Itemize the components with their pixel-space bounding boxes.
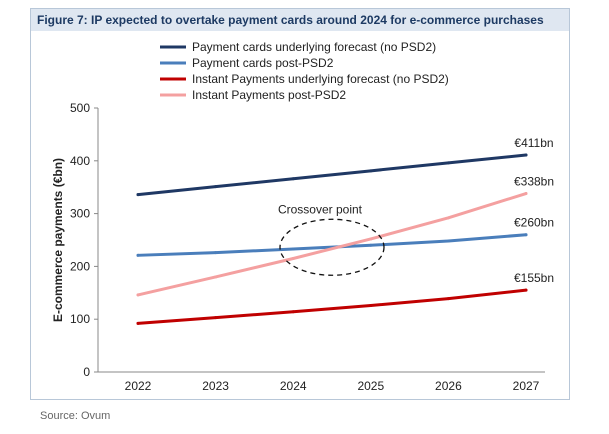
legend-label: Instant Payments underlying forecast (no… (192, 72, 449, 86)
legend-label: Payment cards underlying forecast (no PS… (192, 40, 436, 54)
series-line (136, 233, 528, 257)
figure-panel: Figure 7: IP expected to overtake paymen… (30, 8, 570, 400)
data-point (291, 256, 295, 260)
y-axis-label: E-commerce payments (€bn) (51, 158, 65, 322)
data-point (446, 297, 450, 301)
crossover-label: Crossover point (278, 202, 363, 216)
data-point (136, 321, 140, 325)
crossover-ellipse (279, 218, 385, 276)
y-tick-label: 0 (83, 365, 90, 379)
data-point (369, 237, 373, 241)
y-tick-label: 100 (70, 312, 90, 326)
y-tick-label: 500 (70, 101, 90, 115)
data-point (291, 247, 295, 251)
data-point (446, 239, 450, 243)
data-point (291, 310, 295, 314)
x-tick-label: 2023 (202, 379, 229, 393)
y-tick-label: 400 (70, 154, 90, 168)
data-point (524, 192, 528, 196)
data-point (524, 153, 528, 157)
x-tick-label: 2024 (280, 379, 307, 393)
data-point (136, 293, 140, 297)
x-tick-label: 2022 (125, 379, 152, 393)
y-tick-label: 300 (70, 207, 90, 221)
figure-title: Figure 7: IP expected to overtake paymen… (31, 9, 569, 31)
data-point (214, 185, 218, 189)
data-point (214, 316, 218, 320)
end-value-label: €260bn (514, 216, 554, 230)
data-point (214, 251, 218, 255)
data-point (369, 303, 373, 307)
data-point (136, 193, 140, 197)
legend-label: Payment cards post-PSD2 (192, 56, 334, 70)
x-tick-label: 2026 (435, 379, 462, 393)
data-point (446, 161, 450, 165)
end-value-label: €411bn (514, 136, 553, 150)
series-line (136, 288, 528, 325)
data-point (214, 275, 218, 279)
data-point (136, 253, 140, 257)
end-value-label: €338bn (514, 175, 554, 189)
x-tick-label: 2027 (513, 379, 540, 393)
data-point (369, 243, 373, 247)
data-point (446, 216, 450, 220)
series-line (136, 153, 528, 197)
data-point (524, 233, 528, 237)
end-value-label: €155bn (514, 271, 554, 285)
y-tick-label: 200 (70, 259, 90, 273)
legend-label: Instant Payments post-PSD2 (192, 88, 346, 102)
data-point (524, 288, 528, 292)
series-line (136, 192, 528, 297)
data-point (291, 177, 295, 181)
x-tick-label: 2025 (357, 379, 384, 393)
data-point (369, 169, 373, 173)
source-note: Source: Ovum (40, 410, 111, 422)
